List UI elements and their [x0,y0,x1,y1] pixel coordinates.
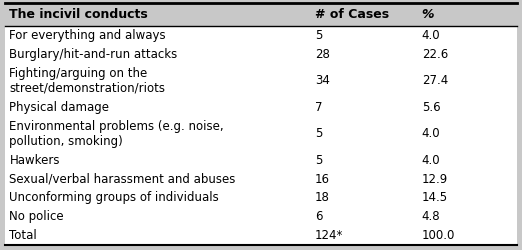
Text: 5: 5 [315,29,322,42]
Text: 12.9: 12.9 [422,172,448,186]
Text: 5.6: 5.6 [422,101,441,114]
Text: # of Cases: # of Cases [315,8,389,21]
Text: 14.5: 14.5 [422,191,448,204]
Text: 16: 16 [315,172,330,186]
Text: 7: 7 [315,101,322,114]
Text: %: % [422,8,434,21]
Text: 4.8: 4.8 [422,210,441,223]
Text: The incivil conducts: The incivil conducts [9,8,148,21]
Text: 4.0: 4.0 [422,29,441,42]
Text: 4.0: 4.0 [422,127,441,140]
Text: 5: 5 [315,154,322,167]
Text: 6: 6 [315,210,322,223]
Text: 28: 28 [315,48,329,61]
Text: 18: 18 [315,191,329,204]
Text: Total: Total [9,229,37,242]
Bar [5,26,517,245]
Text: 27.4: 27.4 [422,74,448,87]
Text: 100.0: 100.0 [422,229,455,242]
Text: For everything and always: For everything and always [9,29,166,42]
Text: 22.6: 22.6 [422,48,448,61]
Text: Hawkers: Hawkers [9,154,60,167]
Text: 34: 34 [315,74,329,87]
Text: No police: No police [9,210,64,223]
Text: 5: 5 [315,127,322,140]
Text: Environmental problems (e.g. noise,
pollution, smoking): Environmental problems (e.g. noise, poll… [9,120,224,148]
Text: Unconforming groups of individuals: Unconforming groups of individuals [9,191,219,204]
Text: Physical damage: Physical damage [9,101,110,114]
Text: Fighting/arguing on the
street/demonstration/riots: Fighting/arguing on the street/demonstra… [9,67,165,95]
Text: Burglary/hit-and-run attacks: Burglary/hit-and-run attacks [9,48,177,61]
Text: 4.0: 4.0 [422,154,441,167]
Text: 124*: 124* [315,229,343,242]
Text: Sexual/verbal harassment and abuses: Sexual/verbal harassment and abuses [9,172,236,186]
